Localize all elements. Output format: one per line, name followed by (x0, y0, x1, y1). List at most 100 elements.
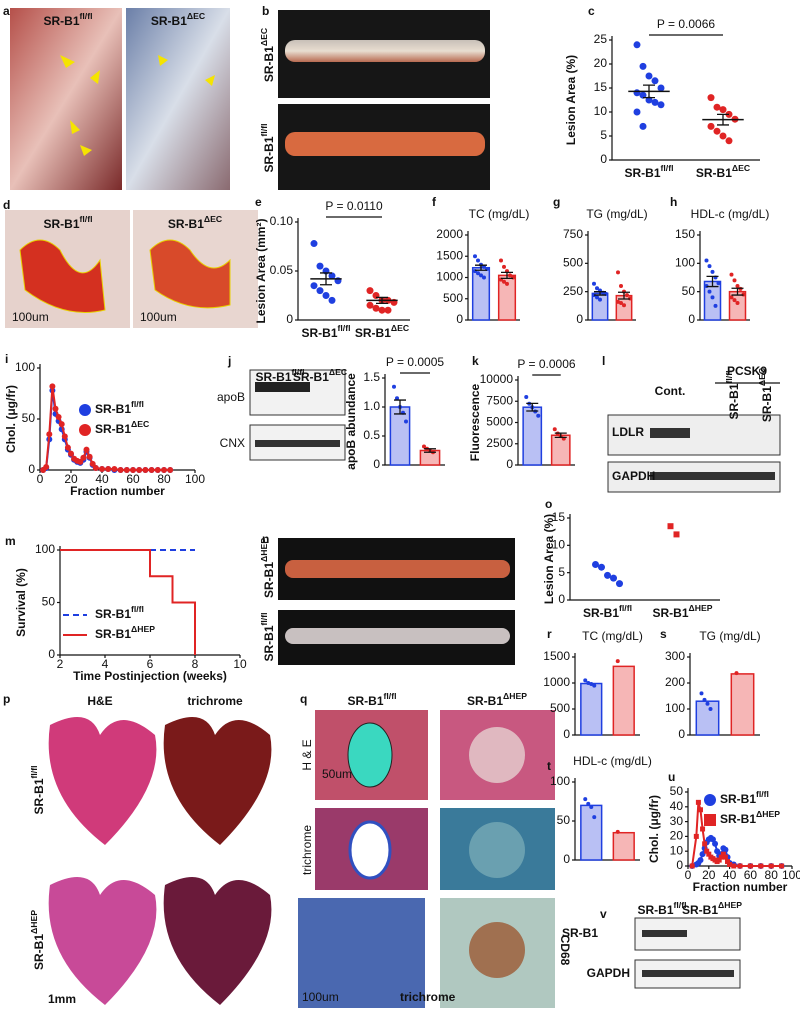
panel-text-sup: ΔEC (259, 28, 269, 46)
vessel (469, 922, 525, 978)
y-tick-label: 1000 (543, 675, 570, 689)
point (476, 258, 480, 263)
panel-text-base: SR-B1 (256, 370, 292, 384)
panel-text: SR-B1fl/fl (259, 613, 276, 662)
x-tick-label-base: SR-B1 (302, 326, 338, 340)
x-tick-label-base: SR-B1 (583, 606, 619, 620)
y-tick-label: 0 (286, 312, 293, 326)
x-tick-label-base: SR-B1 (653, 606, 689, 620)
panel-text-base: SR-B1 (151, 14, 187, 28)
y-tick-label: 250 (563, 284, 583, 298)
legend-label-sup: ΔHEP (131, 624, 155, 634)
point (378, 306, 386, 314)
legend-label-base: SR-B1 (95, 627, 131, 641)
panel-text-sup: fl/fl (80, 214, 93, 224)
y-tick-label: 5 (600, 128, 607, 142)
y-tick-label: 2000 (436, 227, 463, 241)
point (729, 295, 734, 300)
point (737, 863, 743, 869)
x-tick-label: 0 (37, 472, 44, 486)
point (161, 467, 167, 473)
point (366, 301, 374, 309)
panel-text-base: SR-B1 (760, 386, 774, 422)
point (536, 413, 541, 418)
x-tick-label-sup: ΔHEP (689, 603, 713, 613)
point (372, 304, 380, 312)
y-tick-label: 2500 (486, 436, 513, 450)
y-tick-label: 100 (35, 542, 55, 556)
panel-text: SR-B1fl/fl (44, 11, 93, 28)
vessel (348, 820, 392, 880)
panel-text: SR-B1ΔEC (168, 214, 222, 231)
point (592, 683, 597, 688)
point (708, 707, 713, 711)
y-tick-label: 25 (594, 32, 608, 46)
legend-label: SR-B1fl/fl (95, 399, 144, 416)
panel-text: trichrome (400, 990, 456, 1004)
panel-text: SR-B1fl/fl (256, 367, 305, 384)
point (700, 826, 706, 832)
y-tick-label: 1500 (543, 649, 570, 663)
y-tick-label: 1.5 (363, 370, 380, 384)
error-bar (394, 399, 406, 415)
panel-letter: u (668, 770, 675, 784)
point (702, 841, 708, 847)
panel-text: GAPDH (587, 966, 630, 980)
panel-text: SR-B1ΔHEP (29, 910, 46, 970)
point (768, 863, 774, 869)
point (586, 681, 591, 685)
panel-text: SR-B1ΔEC (293, 367, 347, 384)
legend-label: SR-B1ΔHEP (720, 809, 780, 826)
point (689, 863, 695, 869)
point (667, 523, 674, 530)
point (404, 419, 408, 424)
panel-text: CNX (220, 436, 245, 450)
point (716, 857, 722, 863)
y-tick-label: 0 (688, 312, 695, 326)
x-tick-label-sup: ΔEC (732, 163, 750, 173)
point (625, 293, 629, 298)
point (657, 84, 665, 92)
stain (149, 239, 231, 309)
y-tick-label: 500 (563, 256, 583, 270)
point (633, 41, 641, 49)
panel-letter: s (660, 627, 667, 641)
x-tick-label: 20 (64, 472, 78, 486)
panel-text-base: SR-B1 (168, 217, 204, 231)
heart (48, 717, 157, 845)
band (650, 472, 775, 480)
y-tick-label: 5 (558, 565, 565, 579)
point (422, 444, 426, 449)
y-tick-label: 0 (456, 312, 463, 326)
panel-text: SR-B1fl/fl (348, 691, 397, 708)
x-tick-label: 100 (185, 472, 205, 486)
y-tick-label: 1000 (436, 270, 463, 284)
y-axis-label: Chol. (μg/fr) (4, 385, 18, 453)
panel-text-base: SR-B1 (348, 694, 384, 708)
y-tick-label: 5000 (486, 415, 513, 429)
panel-letter: m (5, 534, 16, 548)
point (328, 272, 336, 280)
y-tick-label: 30 (670, 814, 684, 828)
p-value: P = 0.0006 (517, 357, 575, 371)
point (639, 62, 647, 70)
y-tick-label: 100 (675, 256, 695, 270)
panel-text: v (600, 907, 607, 921)
point (123, 467, 130, 473)
y-axis-label: Survival (%) (14, 568, 28, 637)
x-tick-label-base: SR-B1 (355, 326, 391, 340)
error-bar (643, 84, 655, 99)
error-bar (475, 264, 487, 271)
panel-text: 1mm (48, 992, 76, 1006)
y-tick-label: 0 (676, 858, 683, 872)
point (707, 94, 715, 102)
y-tick-label: 10 (594, 104, 608, 118)
p-value: P = 0.0005 (386, 355, 444, 369)
vessel (469, 822, 525, 878)
panel-letter: i (5, 352, 8, 366)
point (718, 854, 724, 860)
panel-text-base: SR-B1 (262, 46, 276, 82)
point (68, 450, 74, 457)
photos (5, 8, 781, 1008)
panel-text: PCSK9 (727, 364, 767, 378)
